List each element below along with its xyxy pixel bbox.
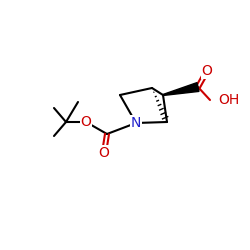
Text: O: O xyxy=(202,64,212,78)
Polygon shape xyxy=(163,82,199,96)
Text: O: O xyxy=(80,115,92,129)
Text: N: N xyxy=(131,116,141,130)
Text: OH: OH xyxy=(218,93,239,107)
Text: O: O xyxy=(98,146,110,160)
